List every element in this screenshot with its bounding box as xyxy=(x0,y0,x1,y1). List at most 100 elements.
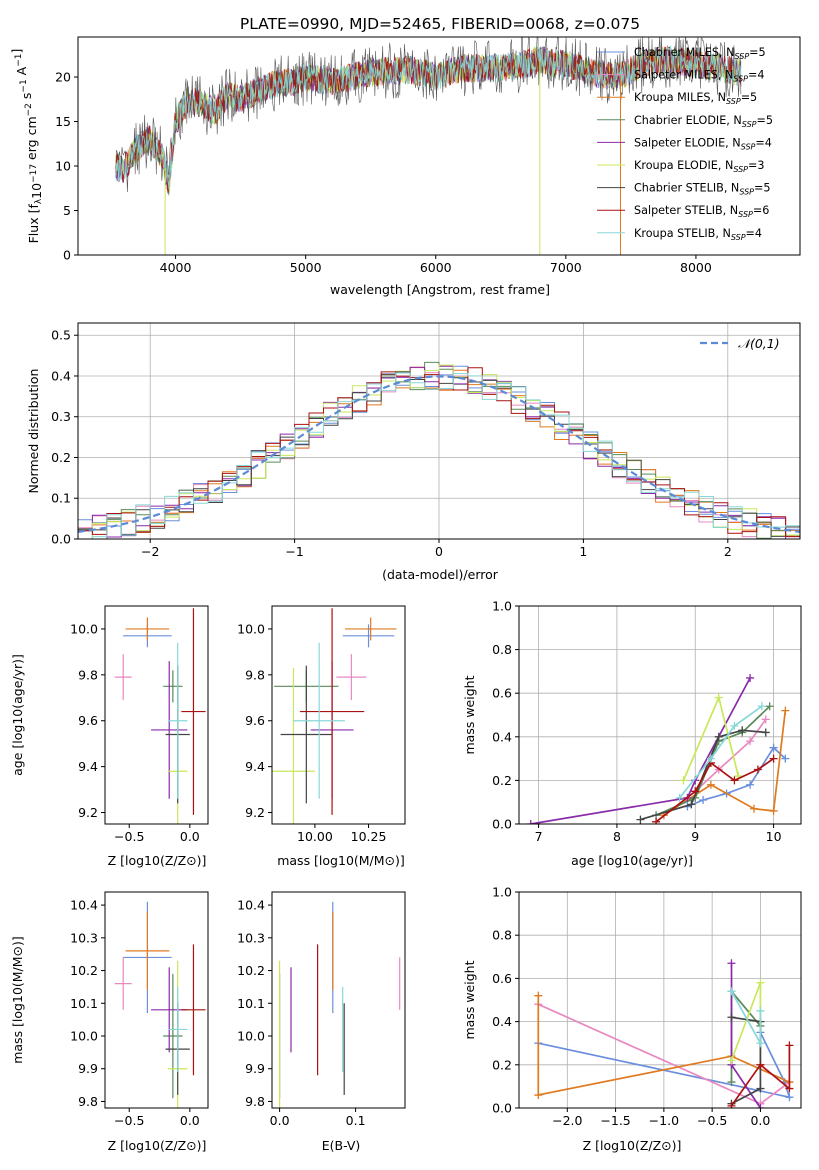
y-tick-label: 10.3 xyxy=(237,930,265,945)
series-point-salp_stelib xyxy=(756,1060,765,1069)
y-tick-label: 9.8 xyxy=(78,1094,98,1109)
x-tick-label: 0 xyxy=(435,544,443,559)
series-point-salp_elodie xyxy=(526,820,535,824)
legend-sub: SSP xyxy=(731,233,746,242)
x-tick-label: 10.00 xyxy=(297,829,333,844)
series-point-chab_stelib xyxy=(761,728,770,737)
y-tick-label: 0.0 xyxy=(492,817,512,832)
mass-vs-reddening-panel: 0.0 0.1 9.8 9.9 10.0 10.1 10.2 10.3 10.4 E(B-V) xyxy=(237,891,406,1153)
series-point-krou_miles xyxy=(534,991,543,1000)
x-tick-label: −1.5 xyxy=(600,1113,630,1128)
x-axis-label: wavelength [Angstrom, rest frame] xyxy=(330,282,550,297)
legend-suffix: =3 xyxy=(748,159,765,172)
y-tick-label: 9.8 xyxy=(78,667,98,682)
series-point-krou_elodie xyxy=(727,1056,736,1065)
x-tick-label: 10.25 xyxy=(351,829,387,844)
legend-suffix: =4 xyxy=(748,69,765,82)
series-point-krou_miles xyxy=(750,804,758,813)
y-tick-label: 0.2 xyxy=(492,773,512,788)
y-tick-label: 10.4 xyxy=(70,898,98,913)
axes-frame xyxy=(518,891,802,1109)
y-tick-label: 10.0 xyxy=(70,621,98,636)
age-vs-mass-panel: 10.00 10.25 9.2 9.4 9.6 9.8 10.0 mass [log10(M/… xyxy=(237,605,406,868)
y-tick-label: 9.2 xyxy=(245,805,265,820)
x-axis-label: age [log10(age/yr)] xyxy=(571,853,693,868)
y-tick-label: 0.4 xyxy=(492,729,512,744)
y-tick-label: 0 xyxy=(63,248,71,263)
x-tick-label: −2.0 xyxy=(552,1113,582,1128)
series-line-chab_stelib xyxy=(731,1016,762,1105)
legend-text: Kroupa MILES, N xyxy=(634,91,726,104)
label-part: −2 xyxy=(24,103,34,116)
y-tick-label: 10.0 xyxy=(237,621,265,636)
label-part: erg cm xyxy=(24,116,39,164)
hist-step-krou_elodie xyxy=(78,364,800,539)
label-part: 10 xyxy=(29,183,44,199)
axes-frame xyxy=(104,891,209,1109)
series-point-chab_miles xyxy=(785,1093,794,1102)
x-axis-label: Z [log10(Z/Z⊙)] xyxy=(583,1138,682,1153)
series-line-salp_elodie xyxy=(530,677,751,824)
legend-sub: SSP xyxy=(741,142,756,151)
y-tick-label: 9.9 xyxy=(245,1061,265,1076)
plot-area xyxy=(114,608,206,824)
plot-area xyxy=(114,901,206,1108)
x-tick-label: 7 xyxy=(535,829,543,844)
figure-title: PLATE=0990, MJD=52465, FIBERID=0068, z=0… xyxy=(240,15,640,33)
y-tick-label: 9.6 xyxy=(78,713,98,728)
x-tick-label: −1.0 xyxy=(649,1113,679,1128)
legend-text: Chabrier ELODIE, N xyxy=(634,114,742,127)
residual-histogram-panel: −2 −1 0 1 2 0.0 0.1 0.2 0.3 0.4 0.5 (data-model)/er… xyxy=(26,322,801,582)
x-axis-label: Z [log10(Z/Z⊙)] xyxy=(108,853,207,868)
y-tick-label: 0.2 xyxy=(492,1057,512,1072)
y-axis-label: mass weight xyxy=(462,960,477,1039)
label-part: −1 xyxy=(19,79,29,92)
series-point-krou_miles xyxy=(706,780,715,789)
series-point-krou_stelib xyxy=(675,793,684,802)
y-tick-label: 9.2 xyxy=(78,805,98,820)
plot-area xyxy=(272,608,397,824)
series-point-salp_stelib xyxy=(785,1084,794,1093)
legend-suffix: =5 xyxy=(741,91,758,104)
series-point-krou_elodie xyxy=(714,693,723,702)
label-part: A xyxy=(14,66,29,79)
legend-label: Chabrier MILES, NSSP=5 xyxy=(634,46,766,61)
legend-sub: SSP xyxy=(726,97,741,106)
label-part: ] xyxy=(9,49,24,54)
x-tick-label: 0.0 xyxy=(750,1113,770,1128)
series-point-chab_stelib xyxy=(738,726,747,735)
y-tick-label: 10.0 xyxy=(70,1029,98,1044)
label-part: Flux [f xyxy=(26,204,41,244)
series-point-chab_elodie xyxy=(727,1078,736,1087)
series-point-krou_stelib xyxy=(756,1006,765,1015)
series-line-chab_miles xyxy=(687,746,786,808)
label-part: −1 xyxy=(14,54,24,67)
legend-sub: SSP xyxy=(733,75,748,84)
legend-label: Salpeter MILES, NSSP=4 xyxy=(634,69,765,84)
series-point-salp_stelib xyxy=(730,776,739,785)
legend-sub: SSP xyxy=(739,188,754,197)
x-tick-label: 5000 xyxy=(290,260,322,275)
series-point-salp_stelib xyxy=(652,817,661,824)
legend-text: Salpeter ELODIE, N xyxy=(634,136,741,149)
x-tick-label: −0.5 xyxy=(697,1113,727,1128)
legend-suffix: =5 xyxy=(749,46,766,59)
label-part: s xyxy=(19,93,34,104)
y-tick-label: 0.8 xyxy=(492,642,512,657)
series-point-salp_stelib xyxy=(727,1101,736,1108)
series-point-krou_stelib xyxy=(730,721,739,730)
y-tick-label: 0.0 xyxy=(492,1101,512,1116)
y-tick-label: 10.4 xyxy=(237,898,265,913)
x-tick-label: 7000 xyxy=(550,260,582,275)
y-tick-label: 0.0 xyxy=(51,532,71,547)
x-tick-label: 6000 xyxy=(420,260,452,275)
y-tick-label: 0.5 xyxy=(51,328,71,343)
y-tick-label: 10.1 xyxy=(237,996,265,1011)
y-axis-label: Normed distribution xyxy=(26,369,41,494)
legend-sub: SSP xyxy=(738,210,753,219)
legend-label: Kroupa STELIB, NSSP=4 xyxy=(634,227,762,242)
x-tick-label: 8000 xyxy=(680,260,712,275)
spectrum-legend: Chabrier MILES, NSSP=5 Salpeter MILES, NS… xyxy=(597,46,773,242)
label-part: −17 xyxy=(29,164,39,183)
